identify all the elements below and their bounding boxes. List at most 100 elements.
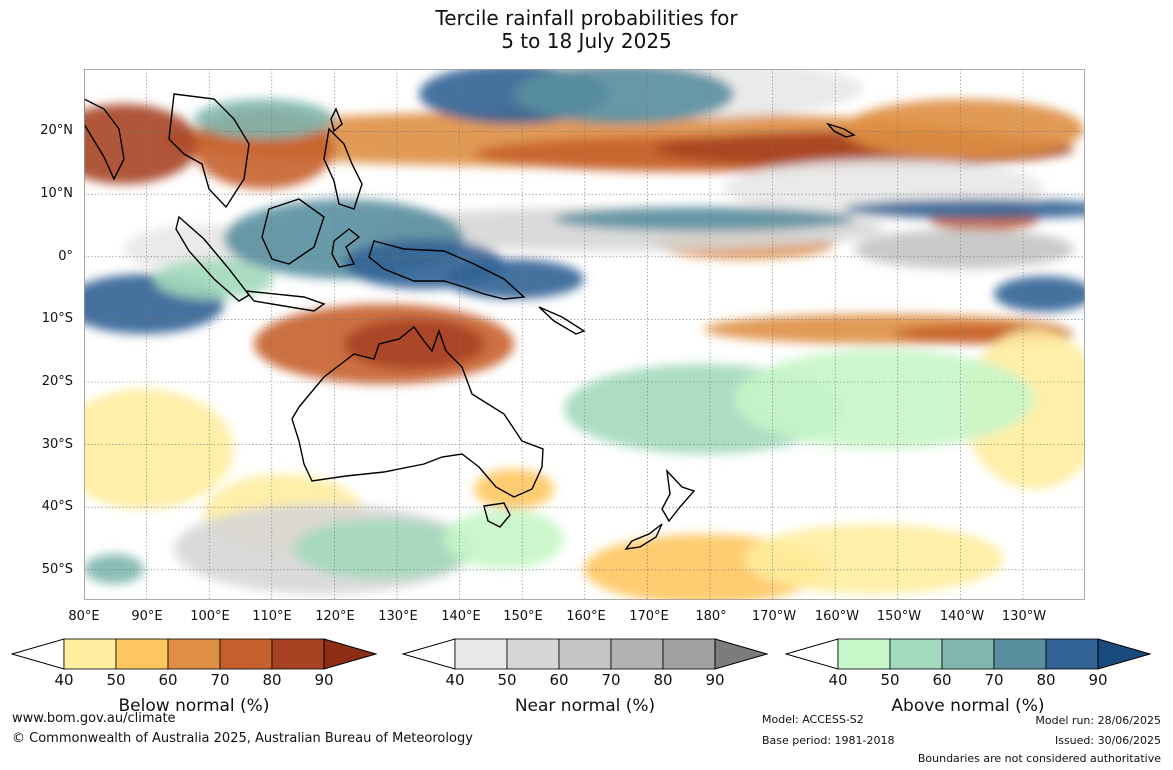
lon-label: 140°E: [441, 609, 481, 624]
above-swatch: [941, 638, 995, 670]
below-swatch: [271, 638, 325, 670]
lat-label: 10°S: [41, 311, 73, 326]
above-normal-label: Above normal (%): [891, 696, 1045, 716]
lat-label: 30°S: [41, 437, 73, 452]
probability-region: [84, 554, 144, 584]
above-tick: 90: [1088, 671, 1108, 689]
near-swatch: [506, 638, 560, 670]
new-zealand-south: [624, 523, 663, 550]
new-guinea-outline: [368, 240, 526, 300]
probability-region: [474, 469, 554, 509]
near-swatch: [610, 638, 664, 670]
lat-label: 0°: [58, 249, 73, 264]
near-tick: 70: [601, 671, 621, 689]
lon-label: 100°E: [190, 609, 230, 624]
probability-region: [294, 519, 474, 579]
lon-label: 110°E: [252, 609, 292, 624]
below-swatch: [219, 638, 273, 670]
near-swatch: [662, 638, 716, 670]
lon-label: 170°W: [751, 609, 797, 624]
above-swatch: [889, 638, 943, 670]
indochina-outline: [168, 93, 250, 209]
probability-region: [844, 99, 1084, 159]
near-tick: 90: [705, 671, 725, 689]
model-info: Model: ACCESS-S2: [762, 713, 864, 726]
probability-region: [194, 99, 334, 139]
lon-label: 170°E: [629, 609, 669, 624]
solomon-islands-outline: [538, 306, 586, 335]
near-swatch: [714, 638, 768, 670]
above-swatch: [1045, 638, 1099, 670]
below-tick: 50: [106, 671, 126, 689]
map-title-line1: Tercile rainfall probabilities for: [435, 6, 738, 30]
near-tick: 80: [653, 671, 673, 689]
lon-label: 160°E: [566, 609, 606, 624]
above-tick: 40: [828, 671, 848, 689]
java-outline: [244, 290, 326, 312]
hawaii-outline: [825, 122, 856, 138]
lon-label: 130°W: [1001, 609, 1047, 624]
lat-label: 10°N: [40, 186, 73, 201]
below-normal-label: Below normal (%): [118, 696, 270, 716]
probability-region: [734, 349, 1034, 449]
below-swatch: [63, 638, 117, 670]
above-tick: 50: [880, 671, 900, 689]
below-tick: 70: [210, 671, 230, 689]
lat-label: 40°S: [41, 499, 73, 514]
probability-region: [994, 276, 1085, 312]
probability-region: [514, 69, 734, 124]
near-swatch: [558, 638, 612, 670]
india-outline: [84, 98, 125, 181]
lon-label: 180°: [695, 609, 727, 624]
new-zealand-north: [661, 468, 696, 523]
probability-region: [344, 319, 484, 369]
lon-label: 140°W: [939, 609, 985, 624]
above-swatch: [1097, 638, 1151, 670]
model-run-date: Model run: 28/06/2025: [1035, 714, 1161, 727]
lon-label: 90°E: [131, 609, 163, 624]
probability-region: [744, 524, 1004, 594]
lon-label: 120°E: [315, 609, 355, 624]
sumatra-outline: [175, 215, 251, 302]
sulawesi-outline: [331, 228, 361, 268]
lon-label: 130°E: [378, 609, 418, 624]
borneo-outline: [261, 198, 325, 265]
near-tick: 40: [445, 671, 465, 689]
lon-label: 150°E: [503, 609, 543, 624]
near-tick: 60: [549, 671, 569, 689]
near-normal-colorbar: [402, 638, 768, 670]
probability-region: [84, 389, 234, 509]
australia-outline: [291, 325, 544, 498]
copyright-text: © Commonwealth of Australia 2025, Austra…: [12, 731, 473, 746]
boundaries-disclaimer: Boundaries are not considered authoritat…: [917, 752, 1161, 765]
below-swatch: [115, 638, 169, 670]
below-swatch: [323, 638, 377, 670]
rainfall-probability-map: [84, 69, 1085, 600]
near-tick: 50: [497, 671, 517, 689]
probability-region: [444, 259, 584, 299]
below-normal-colorbar: [11, 638, 377, 670]
lon-label: 80°E: [68, 609, 100, 624]
below-swatch: [167, 638, 221, 670]
near-swatch: [454, 638, 508, 670]
lat-label: 50°S: [41, 562, 73, 577]
lon-label: 150°W: [876, 609, 922, 624]
lat-label: 20°N: [40, 123, 73, 138]
probability-region: [854, 229, 1074, 269]
above-normal-colorbar: [785, 638, 1151, 670]
above-tick: 80: [1036, 671, 1056, 689]
above-swatch: [993, 638, 1047, 670]
below-tick: 90: [314, 671, 334, 689]
tasmania-outline: [483, 502, 511, 528]
lat-label: 20°S: [41, 374, 73, 389]
below-tick: 40: [54, 671, 74, 689]
below-tick: 80: [262, 671, 282, 689]
base-period-info: Base period: 1981-2018: [762, 734, 895, 747]
above-swatch: [837, 638, 891, 670]
map-title-line2: 5 to 18 July 2025: [501, 29, 672, 53]
above-tick: 70: [984, 671, 1004, 689]
probability-region: [844, 199, 1085, 219]
website-link[interactable]: www.bom.gov.au/climate: [12, 711, 176, 726]
above-tick: 60: [932, 671, 952, 689]
taiwan-outline: [330, 107, 343, 133]
